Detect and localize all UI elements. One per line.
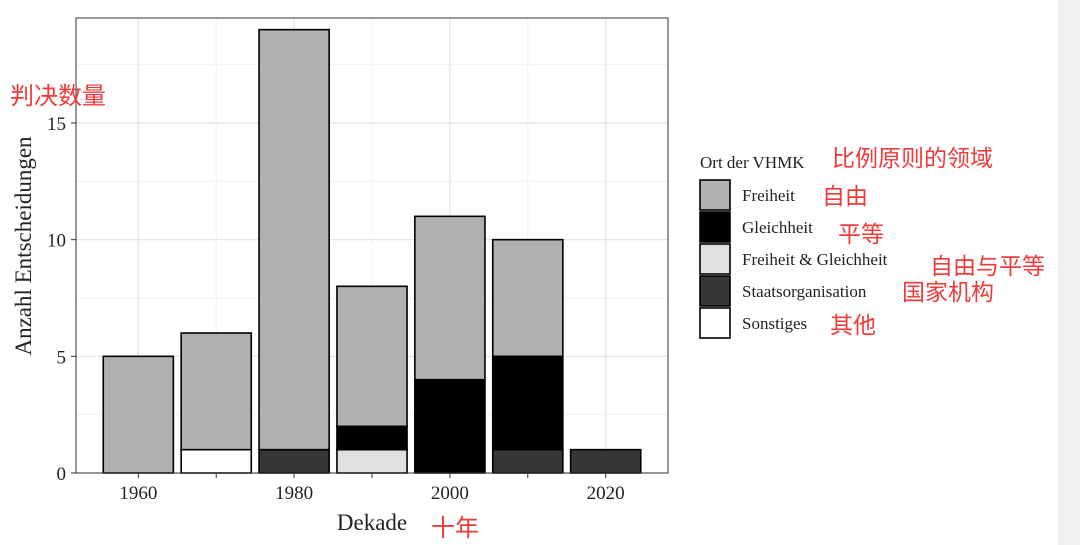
bar-segment bbox=[414, 378, 486, 474]
y-tick-label: 5 bbox=[57, 347, 67, 368]
bar-segment bbox=[491, 355, 564, 451]
bar-segment bbox=[336, 448, 408, 474]
legend-swatch bbox=[699, 307, 731, 339]
legend-label-annotation: 自由与平等 bbox=[930, 254, 1045, 280]
bar-segment bbox=[491, 238, 564, 358]
legend-label: Freiheit bbox=[742, 186, 795, 205]
legend-items: Freiheit 自由 Gleichheit 平等 Freiheit & Gleichh… bbox=[699, 179, 1045, 339]
bar-segment bbox=[414, 215, 486, 381]
y-axis-label-annotation: 判决数量 bbox=[10, 82, 106, 110]
legend-label: Gleichheit bbox=[742, 218, 813, 237]
legend-label: Freiheit & Gleichheit bbox=[742, 250, 888, 269]
legend-title: Ort der VHMK bbox=[700, 153, 805, 172]
x-axis-label: Dekade bbox=[337, 510, 407, 535]
y-tick-label: 10 bbox=[47, 231, 66, 252]
x-tick-label: 2000 bbox=[431, 483, 469, 504]
y-tick-label: 15 bbox=[47, 114, 66, 135]
bar-segment bbox=[102, 355, 175, 474]
legend-swatch bbox=[699, 211, 731, 243]
x-axis-label-annotation: 十年 bbox=[431, 514, 479, 542]
y-axis-label: Anzahl Entscheidungen bbox=[11, 136, 36, 356]
bar-segment bbox=[569, 448, 642, 474]
bar-segment bbox=[180, 332, 253, 451]
bar-segment bbox=[491, 448, 564, 474]
x-tick-label: 2020 bbox=[587, 483, 625, 504]
legend-label-annotation: 自由 bbox=[822, 184, 868, 210]
legend-swatch bbox=[699, 275, 731, 307]
bar-segment bbox=[258, 448, 330, 474]
legend-label-annotation: 国家机构 bbox=[902, 280, 994, 306]
legend-label: Sonstiges bbox=[742, 314, 807, 333]
legend-label: Staatsorganisation bbox=[742, 282, 867, 301]
legend-swatch bbox=[699, 243, 731, 275]
x-tick-label: 1960 bbox=[119, 483, 157, 504]
legend-title-annotation: 比例原则的领域 bbox=[832, 146, 993, 172]
bars bbox=[102, 28, 642, 474]
legend-label-annotation: 平等 bbox=[838, 222, 884, 248]
legend: Ort der VHMK 比例原则的领域 Freiheit 自由 Gleichhei… bbox=[699, 146, 1045, 339]
page-edge-strip bbox=[1058, 0, 1080, 545]
bar-segment bbox=[180, 448, 253, 474]
bar-segment bbox=[336, 285, 408, 428]
axes: 0 5 10 15 1960 1980 2000 2020 bbox=[47, 114, 625, 504]
legend-label-annotation: 其他 bbox=[830, 313, 876, 339]
y-tick-label: 0 bbox=[57, 464, 67, 485]
bar-segment bbox=[258, 28, 330, 451]
bar-segment bbox=[336, 425, 408, 451]
legend-swatch bbox=[699, 179, 731, 211]
x-tick-label: 1980 bbox=[275, 483, 313, 504]
